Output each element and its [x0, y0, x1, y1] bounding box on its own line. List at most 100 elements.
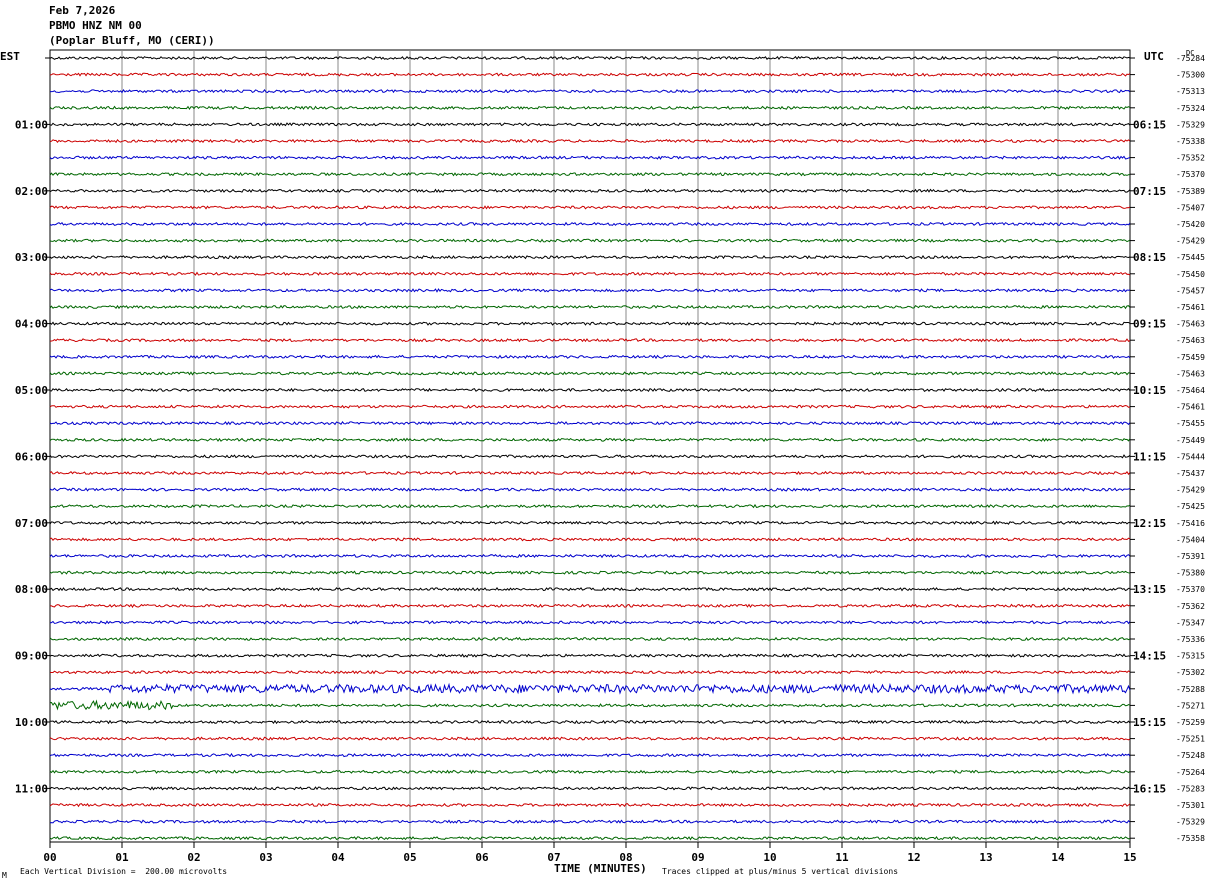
- seismic-trace: [49, 338, 1131, 343]
- dc-label: DC: [1186, 49, 1195, 57]
- seismic-trace: [49, 171, 1131, 177]
- left-timezone-label: EST: [0, 50, 20, 63]
- seismic-trace: [49, 470, 1131, 476]
- seismic-trace: [49, 769, 1131, 775]
- seismic-trace: [49, 404, 1131, 409]
- x-tick-label: 06: [475, 851, 489, 864]
- dc-offset-label: -75338: [1176, 137, 1205, 146]
- seismic-trace: [49, 682, 1131, 695]
- dc-offset-label: -75459: [1176, 353, 1205, 362]
- seismic-trace: [49, 88, 1131, 94]
- dc-offset-label: -75389: [1176, 187, 1205, 196]
- dc-offset-label: -75380: [1176, 569, 1205, 578]
- dc-offset-label: -75362: [1176, 602, 1205, 611]
- seismic-trace: [49, 587, 1130, 592]
- dc-offset-label: -75404: [1176, 535, 1205, 544]
- dc-offset-label: -75463: [1176, 320, 1205, 329]
- right-hour-label: 16:15: [1133, 782, 1166, 795]
- dc-offset-label: -75324: [1176, 104, 1205, 113]
- x-tick-label: 01: [115, 851, 129, 864]
- left-hour-label: 03:00: [15, 251, 48, 264]
- seismic-trace: [49, 836, 1131, 841]
- seismic-trace: [49, 719, 1131, 725]
- x-tick-label: 11: [835, 851, 849, 864]
- right-hour-label: 14:15: [1133, 650, 1166, 663]
- x-tick-label: 08: [619, 851, 632, 864]
- x-tick-label: 12: [907, 851, 920, 864]
- seismic-trace: [49, 736, 1131, 741]
- dc-offset-label: -75329: [1176, 818, 1205, 827]
- seismic-trace: [49, 454, 1131, 459]
- dc-offset-label: -75300: [1176, 71, 1205, 80]
- seismic-trace: [49, 304, 1131, 310]
- left-hour-label: 09:00: [15, 650, 48, 663]
- seismic-trace: [49, 354, 1131, 360]
- dc-offset-label: -75429: [1176, 237, 1205, 246]
- x-tick-label: 14: [1051, 851, 1065, 864]
- seismic-trace: [49, 670, 1131, 675]
- dc-offset-label: -75288: [1176, 685, 1205, 694]
- seismic-trace: [49, 636, 1131, 642]
- dc-offset-label: -75271: [1176, 701, 1205, 710]
- dc-offset-label: -75284: [1176, 54, 1205, 63]
- right-hour-label: 13:15: [1133, 583, 1166, 596]
- seismic-trace: [49, 288, 1131, 293]
- x-tick-label: 05: [403, 851, 416, 864]
- dc-offset-label: -75457: [1176, 286, 1205, 295]
- right-hour-label: 12:15: [1133, 517, 1166, 530]
- seismic-trace: [49, 122, 1131, 127]
- left-hour-label: 10:00: [15, 716, 48, 729]
- plot-frame: [49, 49, 1131, 843]
- dc-offset-label: -75370: [1176, 170, 1205, 179]
- dc-offset-label: -75463: [1176, 369, 1205, 378]
- seismic-trace: [49, 503, 1131, 509]
- vertical-division-note: Each Vertical Division = 200.00 microvol…: [20, 867, 228, 876]
- dc-offset-label: -75347: [1176, 618, 1205, 627]
- seismic-trace: [49, 55, 1131, 61]
- x-tick-label: 04: [331, 851, 345, 864]
- dc-offset-label: -75461: [1176, 303, 1205, 312]
- dc-offset-label: -75425: [1176, 502, 1205, 511]
- x-tick-label: 02: [187, 851, 200, 864]
- seismic-trace: [49, 138, 1131, 144]
- seismic-trace: [49, 321, 1131, 326]
- left-hour-label: 01:00: [15, 118, 48, 131]
- right-hour-label: 10:15: [1133, 384, 1166, 397]
- left-hour-label: 06:00: [15, 450, 48, 463]
- dc-offset-label: -75463: [1176, 336, 1205, 345]
- x-tick-label: 00: [43, 851, 56, 864]
- x-tick-label: 15: [1123, 851, 1136, 864]
- dc-offset-label: -75259: [1176, 718, 1205, 727]
- dc-offset-label: -75437: [1176, 469, 1205, 478]
- dc-offset-label: -75358: [1176, 834, 1205, 843]
- dc-offset-label: -75302: [1176, 668, 1205, 677]
- left-hour-label: 04:00: [15, 318, 48, 331]
- dc-offset-label: -75444: [1176, 452, 1205, 461]
- seismic-trace: [49, 421, 1131, 426]
- seismic-trace: [49, 221, 1131, 227]
- seismic-trace: [49, 553, 1131, 559]
- seismic-trace: [49, 254, 1131, 260]
- x-tick-label: 13: [979, 851, 992, 864]
- seismic-trace: [49, 620, 1131, 625]
- dc-offset-label: -75464: [1176, 386, 1205, 395]
- dc-offset-label: -75416: [1176, 519, 1205, 528]
- clipping-note: Traces clipped at plus/minus 5 vertical …: [662, 867, 899, 876]
- left-hour-label: 07:00: [15, 517, 48, 530]
- seismic-trace: [49, 819, 1131, 824]
- right-hour-label: 09:15: [1133, 318, 1166, 331]
- dc-offset-label: -75336: [1176, 635, 1205, 644]
- dc-offset-label: -75449: [1176, 436, 1205, 445]
- dc-offset-label: -75445: [1176, 253, 1205, 262]
- x-tick-label: 10: [763, 851, 776, 864]
- seismic-trace: [49, 387, 1131, 393]
- dc-offset-label: -75264: [1176, 768, 1205, 777]
- dc-offset-label: -75313: [1176, 87, 1205, 96]
- dc-offset-label: -75283: [1176, 784, 1205, 793]
- seismic-trace: [49, 603, 1131, 609]
- seismic-trace: [49, 570, 1131, 575]
- dc-offset-label: -75391: [1176, 552, 1205, 561]
- seismic-trace: [49, 752, 1131, 758]
- seismic-trace: [49, 520, 1131, 526]
- dc-offset-label: -75248: [1176, 751, 1205, 760]
